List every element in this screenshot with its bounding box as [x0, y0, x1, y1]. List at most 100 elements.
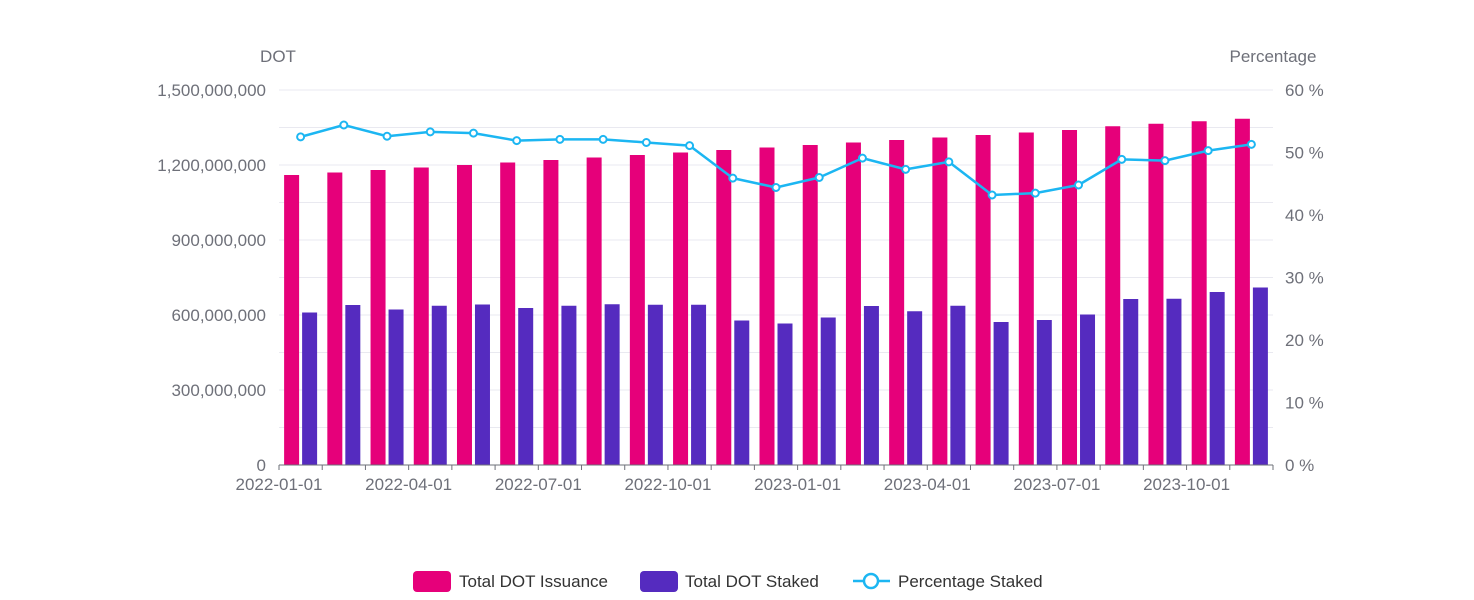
bar-total-dot-staked: [1036, 320, 1052, 465]
bar-total-dot-issuance: [802, 145, 818, 465]
point-percentage-staked: [944, 157, 954, 167]
left-axis-tick-label: 900,000,000: [171, 231, 266, 250]
x-axis-tick-label: 2023-01-01: [754, 475, 841, 494]
point-percentage-staked: [1117, 154, 1127, 164]
bar-total-dot-staked: [820, 317, 836, 465]
bar-total-dot-issuance: [543, 160, 559, 465]
bar-total-dot-issuance: [716, 150, 732, 465]
point-percentage-staked: [1203, 146, 1213, 156]
bar-total-dot-staked: [863, 306, 879, 465]
bar-total-dot-staked: [561, 305, 577, 465]
point-percentage-staked: [987, 190, 997, 200]
bar-total-dot-staked: [345, 305, 361, 465]
point-percentage-staked: [382, 131, 392, 141]
axis-layer: DOT Percentage 0 300,000,000 600,000,000 90…: [157, 47, 1323, 494]
right-axis-tick-label: 30 %: [1285, 269, 1324, 288]
point-percentage-staked: [728, 173, 738, 183]
bar-total-dot-issuance: [586, 157, 602, 465]
bar-total-dot-issuance: [500, 162, 516, 465]
bar-total-dot-issuance: [759, 147, 775, 465]
bar-total-dot-issuance: [1105, 126, 1121, 465]
bar-total-dot-staked: [1080, 314, 1096, 465]
legend-label-total-dot-issuance: Total DOT Issuance: [459, 572, 608, 591]
point-percentage-staked: [1030, 188, 1040, 198]
bar-total-dot-staked: [431, 305, 447, 465]
bar-total-dot-issuance: [932, 137, 948, 465]
bar-total-dot-staked: [302, 312, 318, 465]
point-percentage-staked: [468, 128, 478, 138]
right-axis-tick-label: 50 %: [1285, 144, 1324, 163]
bar-total-dot-staked: [474, 304, 490, 465]
point-percentage-staked: [512, 136, 522, 146]
point-percentage-staked: [771, 183, 781, 192]
bar-layer: [284, 118, 1268, 465]
x-axis-tick-label: 2022-04-01: [365, 475, 452, 494]
line-layer: [296, 120, 1256, 200]
bar-total-dot-issuance: [370, 170, 386, 465]
right-axis-tick-label: 20 %: [1285, 331, 1324, 350]
x-axis-tick-label: 2022-10-01: [624, 475, 711, 494]
bar-total-dot-issuance: [629, 155, 645, 465]
legend-label-total-dot-staked: Total DOT Staked: [685, 572, 819, 591]
point-percentage-staked: [901, 164, 911, 174]
right-axis-tick-label: 0 %: [1285, 456, 1314, 475]
bar-total-dot-issuance: [845, 142, 861, 465]
bar-total-dot-staked: [1252, 287, 1268, 465]
point-percentage-staked: [685, 141, 695, 151]
point-percentage-staked: [1160, 156, 1170, 166]
x-axis-tick-label: 2023-10-01: [1143, 475, 1230, 494]
bar-total-dot-issuance: [1148, 123, 1164, 465]
bar-total-dot-issuance: [327, 172, 343, 465]
point-percentage-staked: [555, 134, 565, 144]
legend-label-percentage-staked: Percentage Staked: [898, 572, 1043, 591]
bar-total-dot-staked: [950, 305, 966, 465]
bar-total-dot-issuance: [673, 152, 689, 465]
bar-total-dot-issuance: [889, 140, 905, 465]
point-percentage-staked: [425, 127, 435, 137]
point-percentage-staked: [1074, 180, 1084, 190]
bar-total-dot-issuance: [456, 165, 472, 465]
bar-total-dot-staked: [691, 304, 707, 465]
bar-total-dot-staked: [1166, 298, 1182, 465]
bar-total-dot-issuance: [1062, 130, 1078, 465]
right-axis-tick-label: 10 %: [1285, 394, 1324, 413]
legend: Total DOT Issuance Total DOT Staked Percen…: [413, 571, 1043, 592]
right-axis-tick-label: 40 %: [1285, 206, 1324, 225]
bar-total-dot-staked: [604, 304, 620, 465]
left-axis-tick-label: 1,500,000,000: [157, 81, 266, 100]
bar-total-dot-issuance: [413, 167, 429, 465]
bar-total-dot-issuance: [1018, 132, 1034, 465]
x-axis-tick-label: 2023-07-01: [1013, 475, 1100, 494]
point-percentage-staked: [598, 134, 608, 144]
bar-total-dot-staked: [777, 323, 793, 465]
point-percentage-staked: [857, 153, 867, 163]
legend-swatch-marker-percentage-staked: [862, 572, 880, 590]
bar-total-dot-staked: [518, 308, 534, 465]
bar-total-dot-staked: [1209, 292, 1225, 465]
point-percentage-staked: [641, 138, 651, 147]
bar-total-dot-staked: [388, 309, 404, 465]
bar-total-dot-staked: [993, 322, 1009, 465]
point-percentage-staked: [339, 120, 349, 130]
bar-total-dot-issuance: [1191, 121, 1207, 465]
left-axis-tick-label: 0: [257, 456, 266, 475]
point-percentage-staked: [814, 173, 824, 182]
left-axis-tick-label: 1,200,000,000: [157, 156, 266, 175]
x-axis-tick-label: 2022-01-01: [236, 475, 323, 494]
bar-total-dot-staked: [1123, 299, 1139, 465]
x-axis-tick-label: 2022-07-01: [495, 475, 582, 494]
left-axis-tick-label: 600,000,000: [171, 306, 266, 325]
left-axis-tick-label: 300,000,000: [171, 381, 266, 400]
bar-total-dot-issuance: [1234, 118, 1250, 465]
right-axis-tick-label: 60 %: [1285, 81, 1324, 100]
legend-swatch-total-dot-issuance: [413, 571, 451, 592]
legend-swatch-total-dot-staked: [640, 571, 678, 592]
x-axis-tick-label: 2023-04-01: [884, 475, 971, 494]
bar-total-dot-issuance: [975, 135, 991, 465]
bar-total-dot-staked: [907, 311, 923, 465]
left-axis-name: DOT: [260, 47, 296, 66]
point-percentage-staked: [1246, 139, 1256, 149]
bar-total-dot-staked: [647, 304, 663, 465]
